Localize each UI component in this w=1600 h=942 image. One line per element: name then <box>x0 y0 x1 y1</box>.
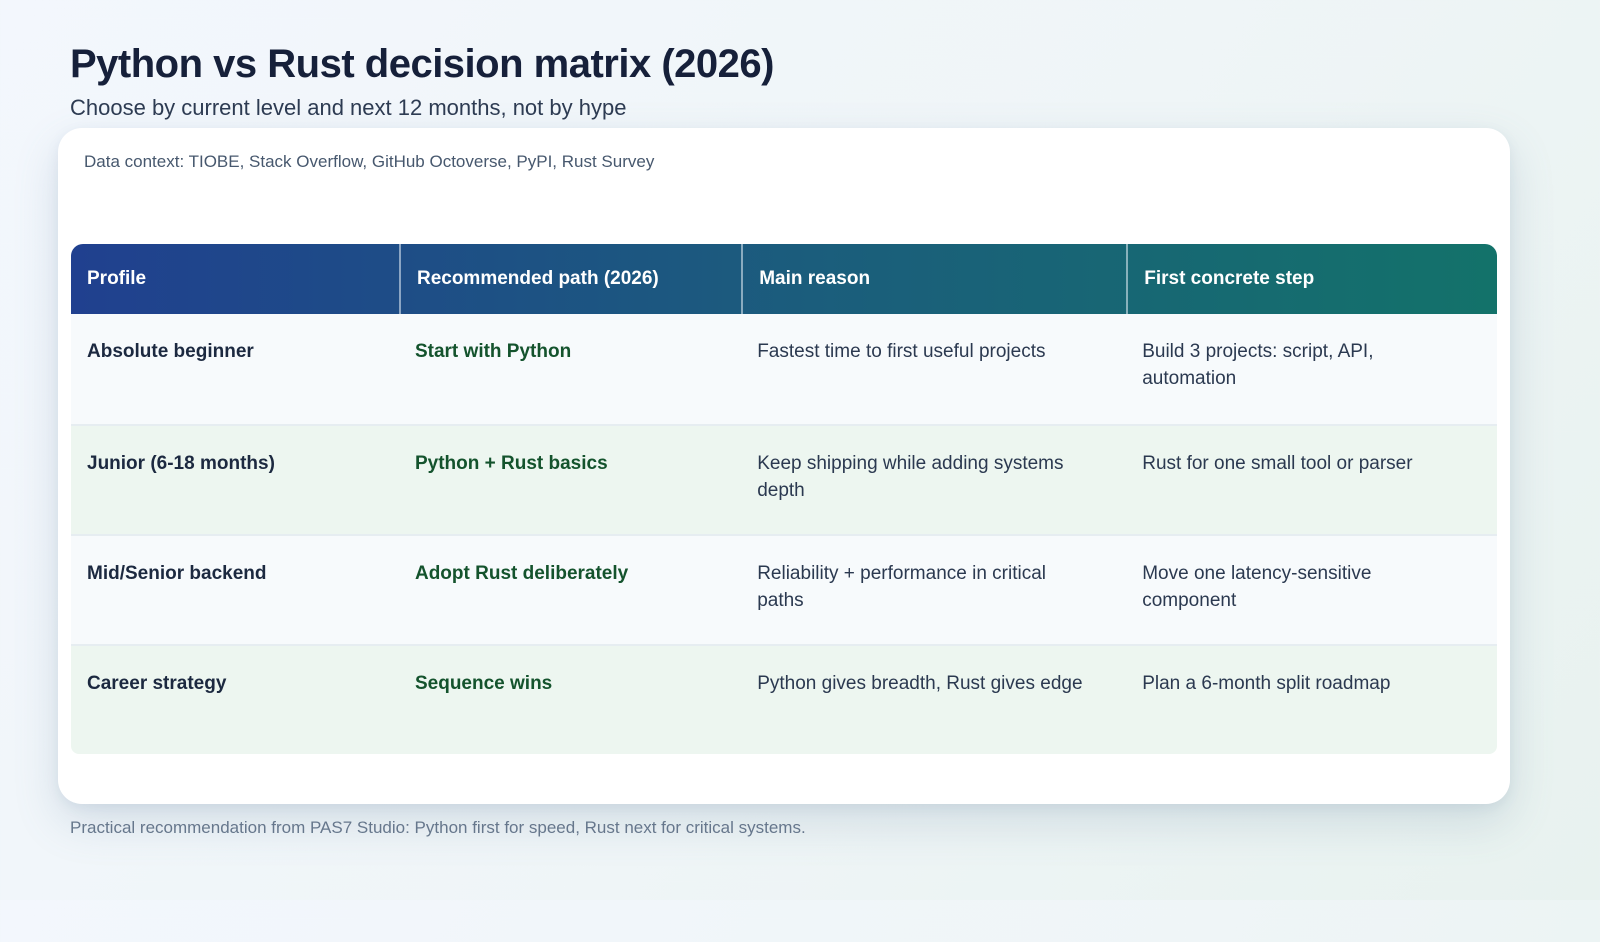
cell-path: Python + Rust basics <box>414 453 608 474</box>
cell-step: Build 3 projects: script, API, automatio… <box>1142 341 1374 389</box>
column-header-path: Recommended path (2026) <box>398 244 741 314</box>
cell-path: Adopt Rust deliberately <box>414 563 629 584</box>
page: Python vs Rust decision matrix (2026) Ch… <box>0 42 1600 942</box>
cell-profile: Junior (6-18 months) <box>87 453 275 474</box>
table-row: Junior (6-18 months) Python + Rust basics… <box>71 424 1497 534</box>
column-header-step: First concrete step <box>1126 244 1497 314</box>
cell-path: Start with Python <box>414 341 572 362</box>
cell-profile: Absolute beginner <box>87 341 254 362</box>
column-header-reason: Main reason <box>741 244 1126 314</box>
column-header-profile: Profile <box>87 268 147 289</box>
table-row: Mid/Senior backend Adopt Rust deliberatel… <box>71 534 1497 644</box>
decision-matrix-table: Profile Recommended path (2026) Main reaso… <box>71 244 1497 754</box>
cell-reason: Reliability + performance in critical pa… <box>757 563 1047 611</box>
cell-reason: Python gives breadth, Rust gives edge <box>757 673 1083 694</box>
cell-step: Plan a 6-month split roadmap <box>1142 673 1391 694</box>
data-context-note: Data context: TIOBE, Stack Overflow, Git… <box>84 152 655 171</box>
matrix-card: Data context: TIOBE, Stack Overflow, Git… <box>58 128 1510 804</box>
table-body: Absolute beginner Start with Python Fastes… <box>71 314 1497 754</box>
cell-reason: Keep shipping while adding systems depth <box>757 453 1064 501</box>
table-row: Career strategy Sequence wins Python gives… <box>71 644 1497 754</box>
table-header-row: Profile Recommended path (2026) Main reaso… <box>71 244 1497 314</box>
page-title: Python vs Rust decision matrix (2026) <box>70 42 774 86</box>
cell-step: Rust for one small tool or parser <box>1142 453 1413 474</box>
cell-path: Sequence wins <box>414 673 553 694</box>
cell-reason: Fastest time to first useful projects <box>757 341 1046 362</box>
cell-profile: Career strategy <box>87 673 227 694</box>
page-subtitle: Choose by current level and next 12 mont… <box>70 95 627 120</box>
table-row: Absolute beginner Start with Python Fastes… <box>71 314 1497 424</box>
footer-note: Practical recommendation from PAS7 Studi… <box>70 818 806 837</box>
cell-step: Move one latency-sensitive component <box>1142 563 1372 611</box>
cell-profile: Mid/Senior backend <box>87 563 267 584</box>
